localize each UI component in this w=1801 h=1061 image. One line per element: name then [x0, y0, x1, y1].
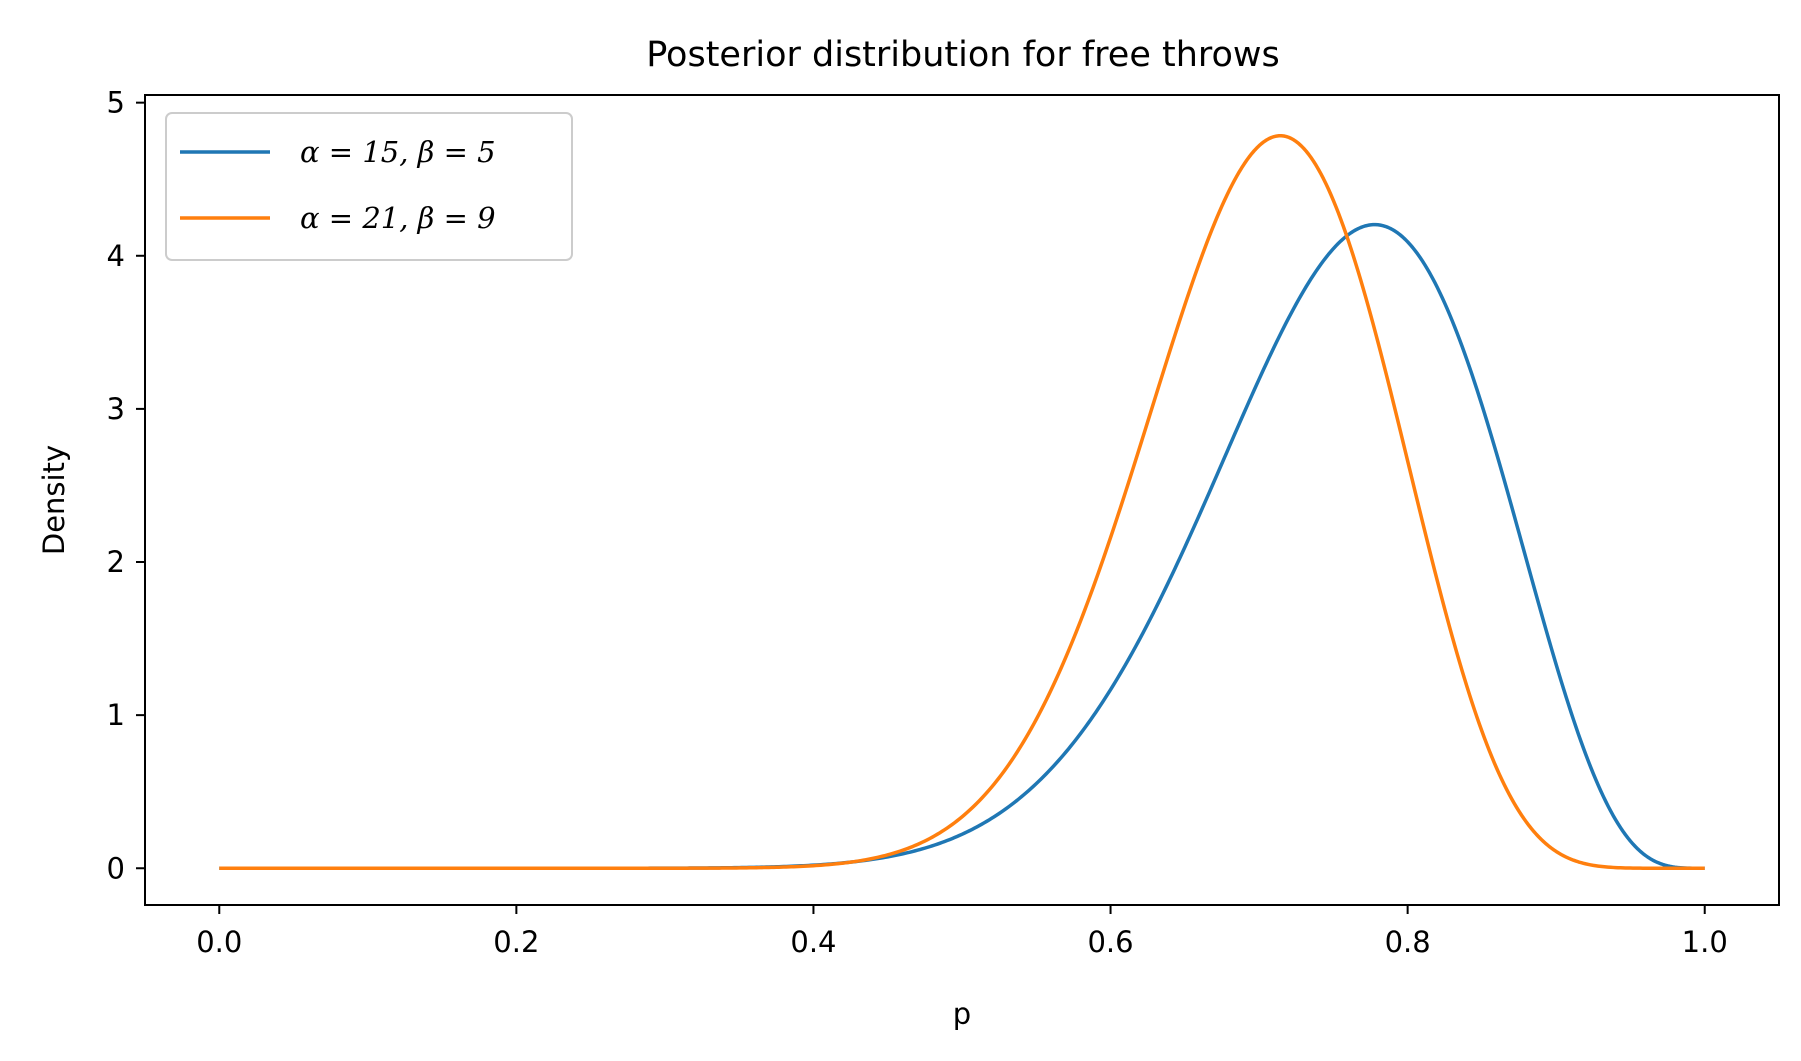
legend-label-series-2: α = 21, β = 9 [300, 201, 496, 235]
series-layer [219, 134, 1705, 870]
y-tick-label: 4 [107, 239, 125, 273]
x-tick-label: 0.2 [493, 925, 539, 959]
legend-label-series-1: α = 15, β = 5 [300, 135, 496, 169]
axes-frame [144, 94, 1780, 906]
y-axis-title: Density [37, 445, 71, 555]
legend: α = 15, β = 5 α = 21, β = 9 [165, 112, 573, 261]
x-axis-title: p [953, 997, 971, 1031]
y-tick-label: 2 [107, 545, 125, 579]
x-tick-label: 0.8 [1385, 925, 1431, 959]
series-line-2 [219, 134, 1705, 870]
y-tick-label: 3 [107, 392, 125, 426]
y-axis-ticks: 0 1 2 3 4 5 [107, 86, 145, 885]
x-axis-ticks: 0.0 0.2 0.4 0.6 0.8 1.0 [196, 905, 1728, 959]
x-tick-label: 0.0 [196, 925, 242, 959]
x-tick-label: 0.4 [790, 925, 836, 959]
x-tick-label: 1.0 [1682, 925, 1728, 959]
legend-frame [165, 112, 573, 261]
chart-title: Posterior distribution for free throws [646, 35, 1280, 75]
y-tick-label: 1 [107, 698, 125, 732]
y-tick-label: 0 [107, 851, 125, 885]
x-tick-label: 0.6 [1087, 925, 1133, 959]
y-tick-label: 5 [107, 86, 125, 120]
